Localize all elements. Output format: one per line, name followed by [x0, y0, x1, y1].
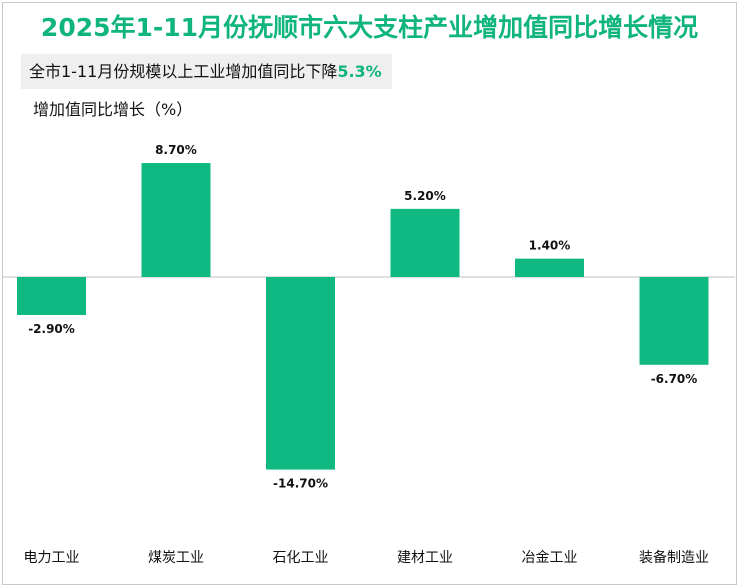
bar [17, 277, 86, 315]
data-label: -6.70% [651, 372, 698, 386]
category-label: 石化工业 [273, 550, 329, 566]
data-label: -14.70% [273, 477, 328, 491]
y-axis-label: 增加值同比增长（%） [33, 100, 193, 119]
chart-title: 2025年1-11月份抚顺市六大支柱产业增加值同比增长情况 [40, 13, 699, 42]
data-label: 8.70% [155, 143, 197, 157]
bar [141, 163, 211, 277]
subtitle-text: 全市1-11月份规模以上工业增加值同比下降 [29, 62, 338, 81]
category-label: 装备制造业 [639, 549, 709, 566]
category-label: 建材工业 [397, 550, 453, 566]
category-label: 电力工业 [24, 550, 80, 566]
data-label: -2.90% [28, 322, 75, 336]
bar [515, 258, 584, 277]
data-label: 5.20% [404, 189, 446, 203]
category-label: 冶金工业 [522, 550, 578, 566]
bar [390, 208, 460, 277]
category-label: 煤炭工业 [148, 550, 204, 566]
bar [639, 277, 709, 365]
subtitle-value: 5.3% [337, 62, 382, 81]
bar [266, 277, 335, 470]
data-label: 1.40% [529, 239, 571, 253]
subtitle-box: 全市1-11月份规模以上工业增加值同比下降5.3% [21, 54, 392, 89]
